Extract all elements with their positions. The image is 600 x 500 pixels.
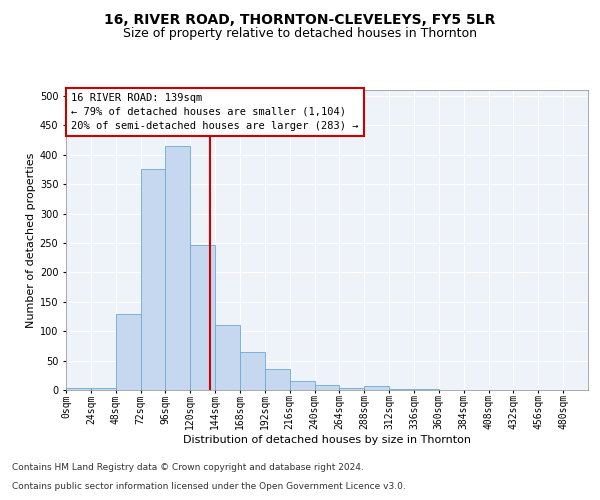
Bar — [215, 326, 240, 390]
Text: Contains public sector information licensed under the Open Government Licence v3: Contains public sector information licen… — [12, 482, 406, 491]
Bar — [364, 386, 389, 390]
Bar — [240, 352, 265, 390]
Bar — [140, 170, 166, 390]
Bar — [314, 386, 340, 390]
Bar — [340, 388, 364, 390]
Bar — [290, 381, 314, 390]
X-axis label: Distribution of detached houses by size in Thornton: Distribution of detached houses by size … — [183, 435, 471, 445]
Bar — [66, 388, 91, 390]
Bar — [166, 146, 190, 390]
Bar — [116, 314, 140, 390]
Bar — [91, 388, 116, 390]
Text: 16 RIVER ROAD: 139sqm
← 79% of detached houses are smaller (1,104)
20% of semi-d: 16 RIVER ROAD: 139sqm ← 79% of detached … — [71, 93, 359, 131]
Bar — [190, 244, 215, 390]
Text: Contains HM Land Registry data © Crown copyright and database right 2024.: Contains HM Land Registry data © Crown c… — [12, 464, 364, 472]
Text: Size of property relative to detached houses in Thornton: Size of property relative to detached ho… — [123, 28, 477, 40]
Text: 16, RIVER ROAD, THORNTON-CLEVELEYS, FY5 5LR: 16, RIVER ROAD, THORNTON-CLEVELEYS, FY5 … — [104, 12, 496, 26]
Y-axis label: Number of detached properties: Number of detached properties — [26, 152, 35, 328]
Bar — [265, 370, 290, 390]
